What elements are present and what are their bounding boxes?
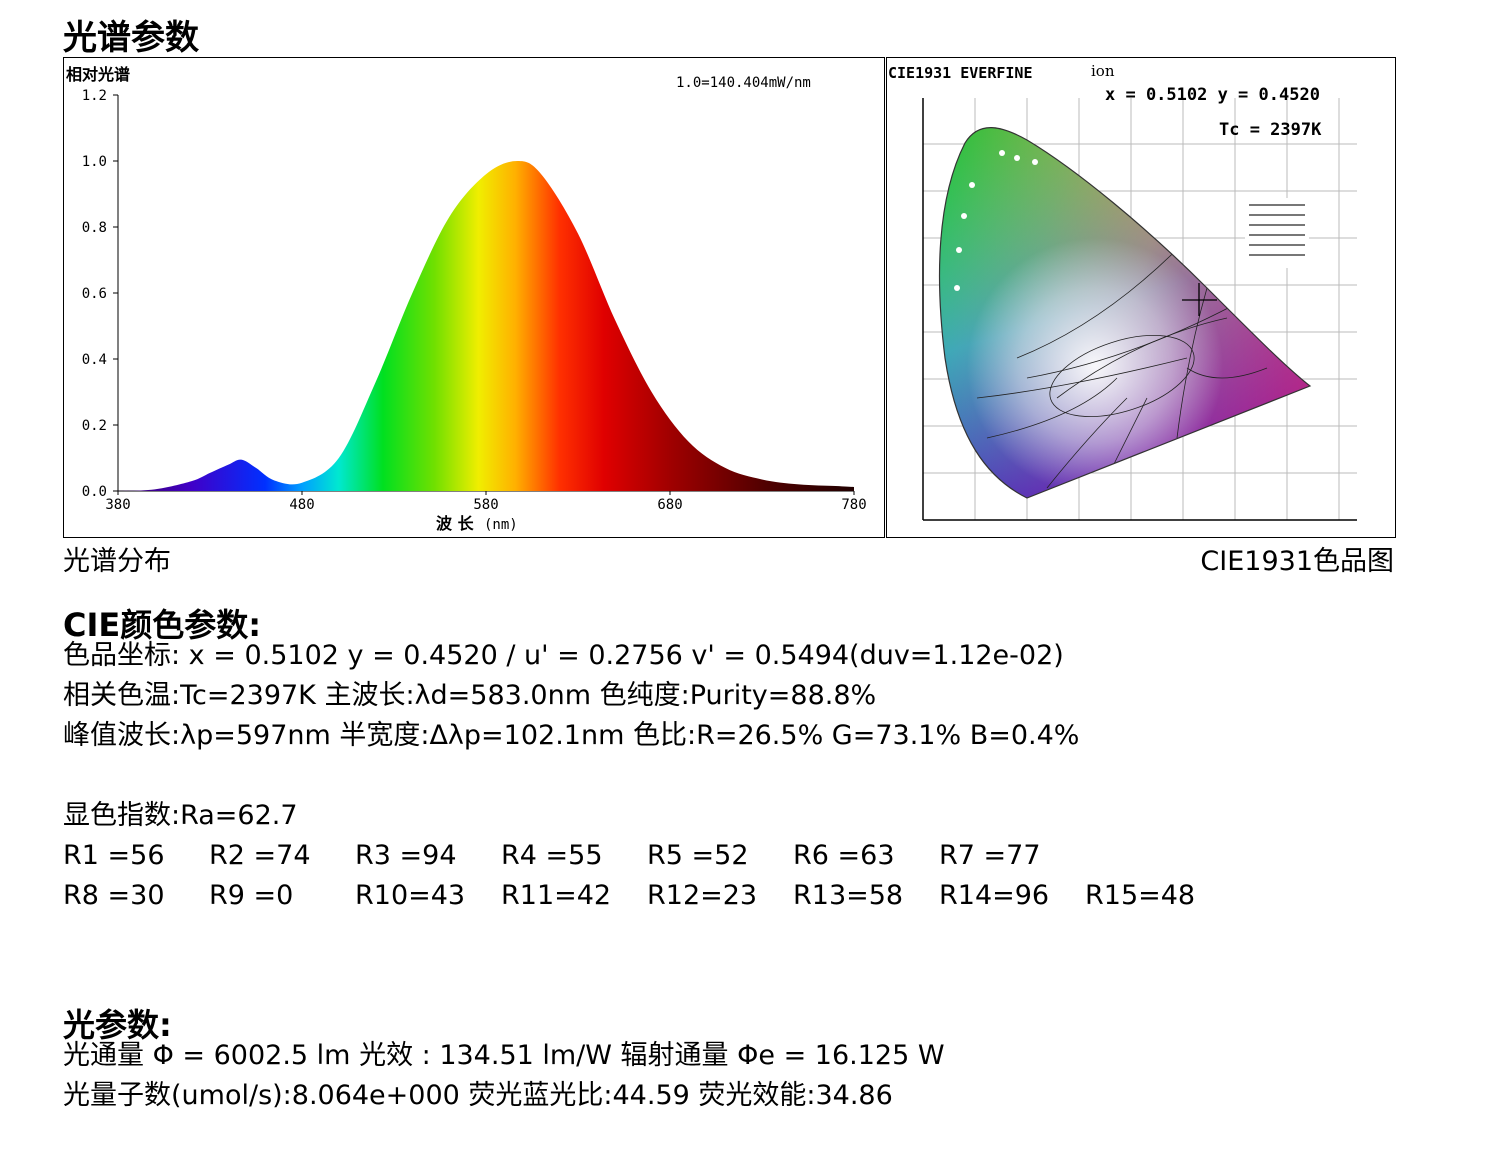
y-tick-label: 0.6 xyxy=(82,286,107,302)
cie-title: CIE1931 EVERFINE xyxy=(888,64,1033,82)
cie-params-line-2: 相关色温:Tc=2397K 主波长:λd=583.0nm 色纯度:Purity=… xyxy=(63,680,877,711)
cri-r8: R8 =30 xyxy=(63,880,165,911)
x-tick-label: 480 xyxy=(289,497,314,513)
chart-title: 相对光谱 xyxy=(66,65,130,84)
chart-annotation: 1.0=140.404mW/nm xyxy=(676,75,811,91)
cie-params-title: CIE颜色参数: xyxy=(63,606,262,644)
y-tick-label: 1.0 xyxy=(82,154,107,170)
page-title: 光谱参数 xyxy=(63,18,199,58)
spectrum-curve-area xyxy=(118,161,854,491)
photo-params-title: 光参数: xyxy=(63,1006,172,1044)
x-tick-label: 780 xyxy=(841,497,866,513)
cri-r6: R6 =63 xyxy=(793,840,895,871)
cri-r1: R1 =56 xyxy=(63,840,165,871)
cri-r13: R13=58 xyxy=(793,880,904,911)
y-tick-label: 1.2 xyxy=(82,88,107,104)
y-tick-label: 0.4 xyxy=(82,352,107,368)
photo-params-line-2: 光量子数(umol/s):8.064e+000 荧光蓝光比:44.59 荧光效能… xyxy=(63,1080,893,1111)
cri-ra: 显色指数:Ra=62.7 xyxy=(63,800,298,831)
x-axis-label: 波 长 xyxy=(436,514,475,533)
source-legend xyxy=(1245,198,1309,268)
cri-r3: R3 =94 xyxy=(355,840,457,871)
cri-r4: R4 =55 xyxy=(501,840,603,871)
y-tick-label: 0.0 xyxy=(82,484,107,500)
cri-r5: R5 =52 xyxy=(647,840,749,871)
x-tick-label: 380 xyxy=(105,497,130,513)
cri-r11: R11=42 xyxy=(501,880,612,911)
photo-params-line-1: 光通量 Φ = 6002.5 lm 光效 : 134.51 lm/W 辐射通量 … xyxy=(63,1040,945,1071)
x-axis-unit: (nm) xyxy=(484,517,518,533)
cri-r2: R2 =74 xyxy=(209,840,311,871)
cri-r7: R7 =77 xyxy=(939,840,1041,871)
cie-params-line-1: 色品坐标: x = 0.5102 y = 0.4520 / u' = 0.275… xyxy=(63,640,1064,671)
cie-diagram: CIE1931 EVERFINE ion x = 0.5102 y = 0.45… xyxy=(888,62,1357,521)
measured-point-crosshair xyxy=(1182,283,1217,316)
x-tick-label: 680 xyxy=(657,497,682,513)
cri-r14: R14=96 xyxy=(939,880,1050,911)
cie-coordinates: x = 0.5102 y = 0.4520 xyxy=(1105,85,1320,105)
cri-r10: R10=43 xyxy=(355,880,466,911)
spectral-locus xyxy=(938,127,1312,499)
y-tick-label: 0.8 xyxy=(82,220,107,236)
cie-title-suffix: ion xyxy=(1091,62,1115,80)
cri-r15: R15=48 xyxy=(1085,880,1196,911)
cie-diagram-frame: CIE1931 EVERFINE ion x = 0.5102 y = 0.45… xyxy=(886,57,1396,538)
cri-r9: R9 =0 xyxy=(209,880,294,911)
spectrum-chart-frame: 相对光谱 1.0=140.404mW/nm 0.0 0.2 0.4 0.6 0.8 1.0… xyxy=(63,57,885,538)
x-tick-label: 580 xyxy=(473,497,498,513)
cri-r12: R12=23 xyxy=(647,880,758,911)
cie-caption: CIE1931色品图 xyxy=(1200,546,1394,577)
locus-markers xyxy=(954,150,1038,291)
spectrum-chart: 相对光谱 1.0=140.404mW/nm 0.0 0.2 0.4 0.6 0.8 1.0… xyxy=(66,65,867,533)
cie-params-line-3: 峰值波长:λp=597nm 半宽度:Δλp=102.1nm 色比:R=26.5%… xyxy=(63,720,1080,751)
spectrum-caption: 光谱分布 xyxy=(63,546,171,577)
y-tick-label: 0.2 xyxy=(82,418,107,434)
cie-color-temperature: Tc = 2397K xyxy=(1219,120,1322,140)
